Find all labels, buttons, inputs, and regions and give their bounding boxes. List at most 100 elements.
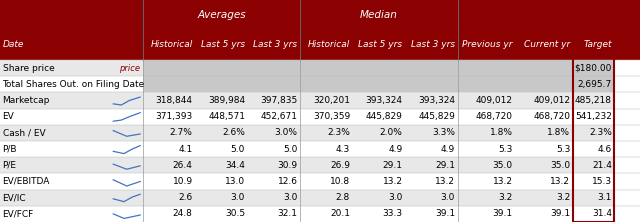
Text: 445,829: 445,829 <box>418 112 455 121</box>
Text: 397,835: 397,835 <box>260 96 298 105</box>
Bar <box>112 206 143 222</box>
Bar <box>515 60 573 76</box>
Bar <box>0 206 112 222</box>
Text: 2.6%: 2.6% <box>222 128 245 137</box>
Bar <box>353 125 405 141</box>
Text: price: price <box>119 63 140 73</box>
Bar <box>353 141 405 157</box>
Bar <box>405 60 458 76</box>
Bar <box>573 92 614 109</box>
Text: Share price: Share price <box>3 63 54 73</box>
Text: 35.0: 35.0 <box>550 161 570 170</box>
Text: 4.9: 4.9 <box>441 145 455 154</box>
Text: 468,720: 468,720 <box>476 112 513 121</box>
Text: EV/EBITDA: EV/EBITDA <box>3 177 50 186</box>
Bar <box>515 92 573 109</box>
Bar <box>300 60 353 76</box>
Text: 393,324: 393,324 <box>418 96 455 105</box>
Bar <box>405 173 458 190</box>
Text: 448,571: 448,571 <box>208 112 245 121</box>
Bar <box>573 190 614 206</box>
Text: 3.0%: 3.0% <box>275 128 298 137</box>
Text: Median: Median <box>360 10 398 20</box>
Bar <box>458 141 515 157</box>
Text: 2.8: 2.8 <box>336 193 350 202</box>
Text: EV: EV <box>3 112 14 121</box>
Bar <box>195 125 248 141</box>
Bar <box>0 109 112 125</box>
Bar <box>353 109 405 125</box>
Text: 2.3%: 2.3% <box>589 128 612 137</box>
Bar <box>405 206 458 222</box>
Bar <box>248 76 300 92</box>
Text: 13.2: 13.2 <box>383 177 403 186</box>
Text: 39.1: 39.1 <box>493 209 513 218</box>
Bar <box>0 141 112 157</box>
Bar <box>515 173 573 190</box>
Bar <box>112 60 143 76</box>
Text: 371,393: 371,393 <box>156 112 193 121</box>
Text: 3.2: 3.2 <box>499 193 513 202</box>
Text: 445,829: 445,829 <box>365 112 403 121</box>
Bar <box>0 125 112 141</box>
Text: 13.2: 13.2 <box>493 177 513 186</box>
Text: 10.9: 10.9 <box>173 177 193 186</box>
Bar <box>573 141 614 157</box>
Bar <box>515 190 573 206</box>
Bar <box>195 173 248 190</box>
Bar <box>515 141 573 157</box>
Text: 2.0%: 2.0% <box>380 128 403 137</box>
Text: 3.0: 3.0 <box>388 193 403 202</box>
Bar <box>353 173 405 190</box>
Bar <box>300 76 353 92</box>
Bar <box>405 141 458 157</box>
Text: 2.7%: 2.7% <box>170 128 193 137</box>
Bar <box>143 206 195 222</box>
Text: 39.1: 39.1 <box>435 209 455 218</box>
Bar <box>515 125 573 141</box>
Bar <box>195 92 248 109</box>
Bar <box>248 157 300 173</box>
Text: 12.6: 12.6 <box>278 177 298 186</box>
Bar <box>515 76 573 92</box>
Bar <box>0 92 112 109</box>
Text: EV/FCF: EV/FCF <box>3 209 34 218</box>
Text: 468,720: 468,720 <box>533 112 570 121</box>
Text: 5.0: 5.0 <box>284 145 298 154</box>
Bar <box>353 92 405 109</box>
Text: 389,984: 389,984 <box>208 96 245 105</box>
Text: 3.0: 3.0 <box>284 193 298 202</box>
Bar <box>112 125 143 141</box>
Text: 31.4: 31.4 <box>592 209 612 218</box>
Text: 30.5: 30.5 <box>225 209 245 218</box>
Text: 5.3: 5.3 <box>499 145 513 154</box>
Text: Last 3 yrs: Last 3 yrs <box>253 40 298 50</box>
Bar <box>195 76 248 92</box>
Text: 5.3: 5.3 <box>556 145 570 154</box>
Text: 1.8%: 1.8% <box>490 128 513 137</box>
Text: 13.2: 13.2 <box>550 177 570 186</box>
Text: 30.9: 30.9 <box>278 161 298 170</box>
Text: 393,324: 393,324 <box>365 96 403 105</box>
Text: 409,012: 409,012 <box>476 96 513 105</box>
Text: 13.2: 13.2 <box>435 177 455 186</box>
Text: 1.8%: 1.8% <box>547 128 570 137</box>
Text: 33.3: 33.3 <box>383 209 403 218</box>
Text: 409,012: 409,012 <box>533 96 570 105</box>
Bar <box>300 92 353 109</box>
Bar <box>112 109 143 125</box>
Bar <box>405 76 458 92</box>
Text: Total Shares Out. on Filing Date: Total Shares Out. on Filing Date <box>3 80 145 89</box>
Bar <box>112 173 143 190</box>
Text: 3.3%: 3.3% <box>432 128 455 137</box>
Bar <box>112 141 143 157</box>
Bar <box>143 173 195 190</box>
Text: 3.0: 3.0 <box>441 193 455 202</box>
Bar <box>143 76 195 92</box>
Bar <box>353 206 405 222</box>
Text: P/E: P/E <box>3 161 17 170</box>
Bar <box>248 190 300 206</box>
Text: 4.1: 4.1 <box>179 145 193 154</box>
Bar <box>195 206 248 222</box>
Bar <box>458 76 515 92</box>
